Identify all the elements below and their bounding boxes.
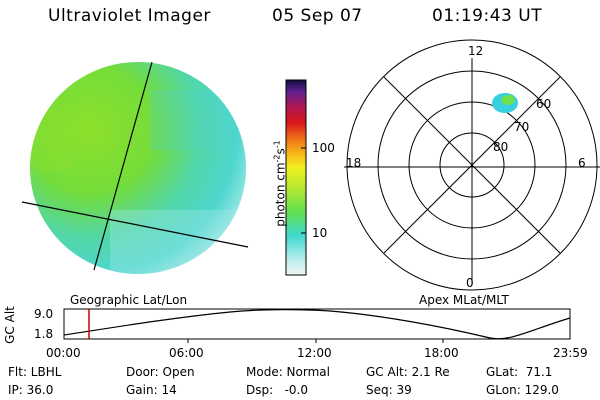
altitude-ytick-bottom: 1.8 [34,327,54,341]
colorbar-tick-10: 10 [312,226,328,240]
colorbar-tick-100: 100 [312,141,335,155]
info-mode: Mode: Normal [246,365,330,379]
altitude-xtick: 18:00 [424,346,459,360]
mlt-label-6: 6 [578,156,586,170]
altitude-curve [63,309,571,340]
altitude-xtick: 23:59 [553,346,588,360]
altitude-ylabel: GC Alt [3,306,17,344]
info-door: Door: Open [126,365,195,379]
altitude-plot [63,308,571,343]
altitude-xtick: 06:00 [169,346,204,360]
info-glat: GLat: 71.1 [486,365,553,379]
longitude-line [93,61,153,271]
lat-label-70: 70 [514,120,530,134]
app-title: Ultraviolet Imager [48,6,211,26]
lat-label-80: 80 [493,140,509,154]
info-gc-alt: GC Alt: 2.1 Re [366,365,450,379]
altitude-xtick: 12:00 [297,346,332,360]
info-filter: Flt: LBHL [8,365,62,379]
uv-earth-disk [21,61,249,274]
lat-label-60: 60 [536,97,552,111]
colorbar-unit-label: photon cm-2s-1 [272,140,288,227]
info-gain: Gain: 14 [126,383,177,397]
info-glon: GLon: 129.0 [486,383,559,397]
latitude-line [21,201,249,248]
colorbar [285,79,307,276]
info-ip: IP: 36.0 [8,383,54,397]
altitude-ytick-top: 9.0 [34,307,54,321]
info-seq: Seq: 39 [366,383,412,397]
time-label: 01:19:43 UT [432,6,543,26]
aurora-patch [492,93,518,113]
right-panel-label: Apex MLat/MLT [419,293,509,307]
left-panel-label: Geographic Lat/Lon [70,293,188,307]
mlt-label-0: 0 [466,276,474,290]
mlt-label-12: 12 [466,44,486,58]
polar-plot [344,39,600,291]
mlt-label-18: 18 [346,156,362,170]
info-dsp: Dsp: -0.0 [246,383,309,397]
date-label: 05 Sep 07 [272,6,363,26]
altitude-xtick: 00:00 [46,346,81,360]
